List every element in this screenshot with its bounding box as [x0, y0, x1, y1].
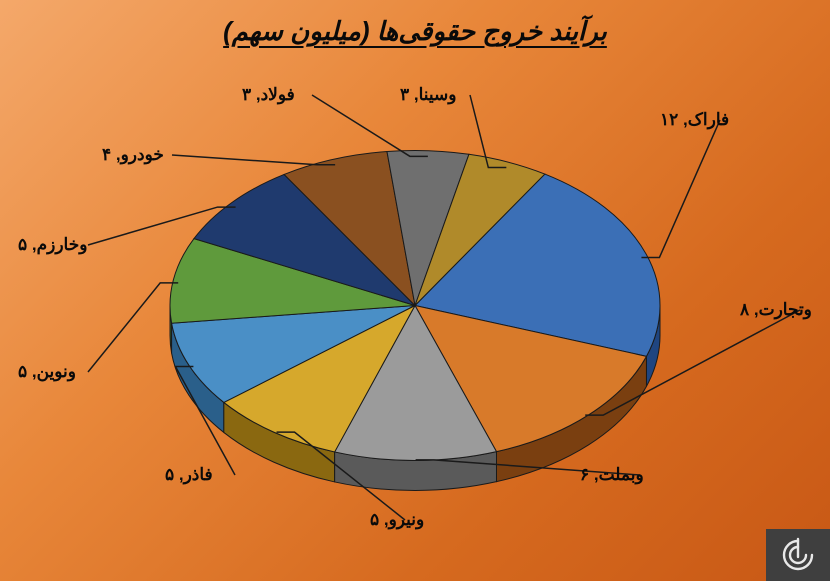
slice-label: وخارزم, ۵: [18, 235, 87, 255]
slice-label: فاراک, ۱۲: [660, 110, 729, 130]
slice-label: ونیرو, ۵: [370, 510, 424, 530]
slice-label: وبملت, ۶: [580, 465, 644, 485]
chart-title: برآیند خروج حقوقی‌ها (میلیون سهم): [223, 16, 607, 47]
slice-label: وتجارت, ۸: [740, 300, 812, 320]
slice-label: فولاد, ۳: [242, 85, 295, 105]
slice-label: فاذر, ۵: [165, 465, 213, 485]
slice-label: ونوین, ۵: [18, 362, 76, 382]
brand-logo: [766, 529, 830, 581]
slice-label: وسینا, ۳: [400, 85, 456, 105]
pie-chart: [155, 116, 675, 521]
slice-label: خودرو, ۴: [102, 145, 164, 165]
